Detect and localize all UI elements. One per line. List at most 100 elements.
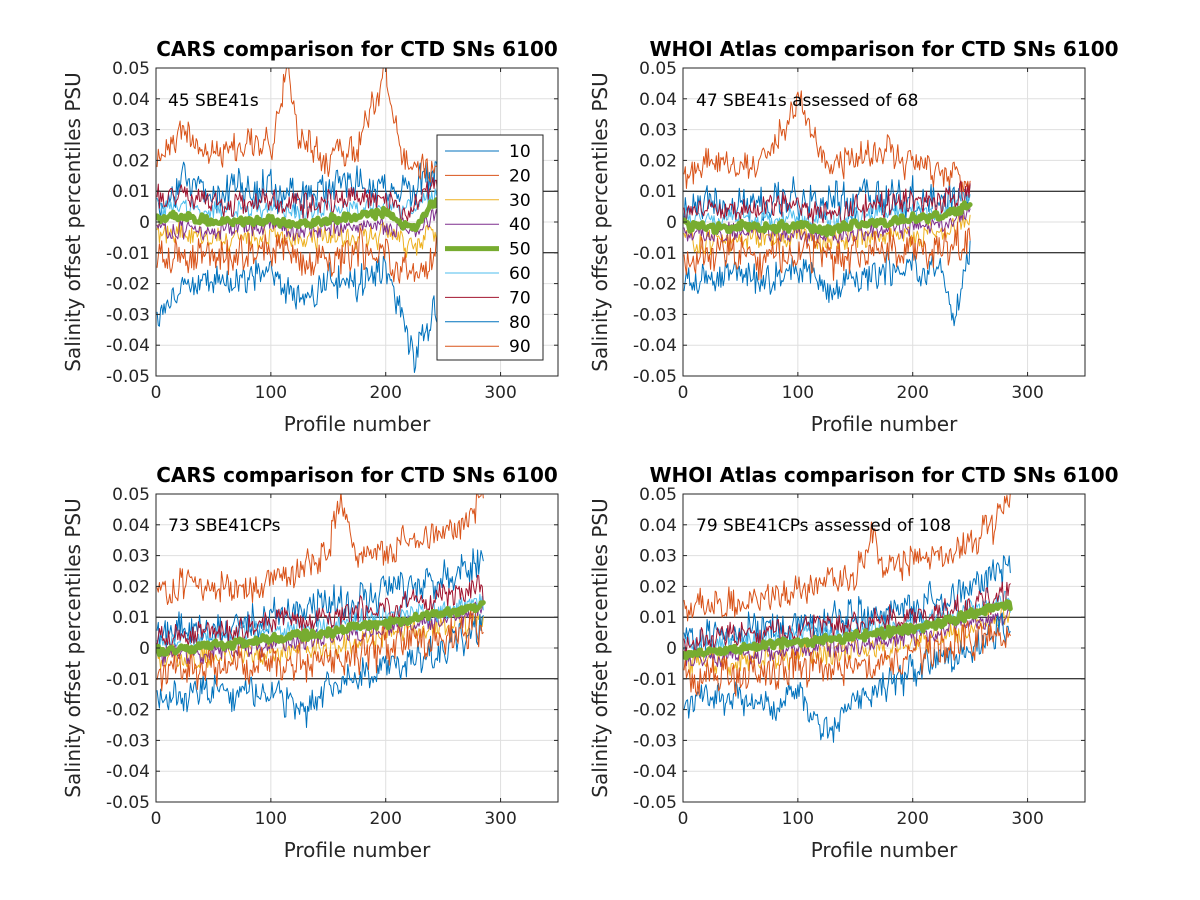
panel-title: CARS comparison for CTD SNs 6100 (156, 37, 558, 61)
y-tick-label: 0.02 (639, 577, 677, 597)
panel-whoi-sbe41: WHOI Atlas comparison for CTD SNs 6100 P… (588, 37, 1119, 436)
x-axis-label: Profile number (811, 412, 958, 436)
series-90-line (156, 607, 484, 692)
y-tick-label: -0.01 (633, 670, 677, 690)
x-axis-label: Profile number (284, 838, 431, 862)
y-tick-label: 0 (139, 213, 150, 233)
legend: 10 20 30 40 50 60 70 80 90 (436, 134, 544, 361)
ticks: 0 100 200 300 -0.05 -0.04 -0.03 -0.02 -0.01 0 0.01… (633, 59, 1085, 403)
y-tick-label: -0.01 (106, 670, 150, 690)
x-tick-label: 300 (1011, 383, 1043, 403)
y-axis-label: Salinity offset percentiles PSU (588, 498, 612, 797)
y-tick-label: 0.01 (112, 608, 150, 628)
legend-label-30: 30 (509, 191, 531, 211)
series-group (683, 494, 1013, 743)
series-40-line (156, 206, 444, 242)
x-tick-label: 200 (896, 383, 928, 403)
series-70-line (156, 177, 444, 222)
float-count-annotation: 47 SBE41s assessed of 68 (696, 91, 919, 111)
panel-cars-sbe41cp: CARS comparison for CTD SNs 6100 Profile… (61, 463, 559, 862)
y-tick-label: -0.04 (633, 762, 677, 782)
legend-label-20: 20 (509, 166, 531, 186)
series-80-line (683, 612, 1011, 743)
x-tick-label: 0 (678, 809, 689, 829)
y-tick-label: 0 (666, 639, 677, 659)
series-20-line (156, 494, 484, 605)
y-tick-label: 0.02 (112, 577, 150, 597)
x-axis-label: Profile number (811, 838, 958, 862)
legend-label-40: 40 (509, 215, 531, 235)
x-tick-label: 100 (782, 809, 814, 829)
legend-label-70: 70 (509, 288, 531, 308)
series-80-line (156, 255, 444, 373)
series-70-line (156, 574, 484, 649)
series-70-line (683, 180, 971, 226)
y-tick-label: 0.01 (112, 182, 150, 202)
y-tick-label: 0.05 (112, 59, 150, 79)
legend-label-80: 80 (509, 313, 531, 333)
x-tick-label: 300 (484, 383, 516, 403)
series-50-line (683, 599, 1013, 661)
y-tick-label: -0.03 (633, 731, 677, 751)
panel-title: WHOI Atlas comparison for CTD SNs 6100 (649, 463, 1118, 487)
series-90-line (156, 227, 444, 284)
y-tick-label: -0.05 (106, 367, 150, 387)
x-tick-label: 0 (678, 383, 689, 403)
panel-cars-sbe41: CARS comparison for CTD SNs 6100 Profile… (61, 37, 559, 436)
x-tick-label: 100 (255, 383, 287, 403)
panel-title: WHOI Atlas comparison for CTD SNs 6100 (649, 37, 1118, 61)
legend-label-10: 10 (509, 142, 531, 162)
ticks: 0 100 200 300 -0.05 -0.04 -0.03 -0.02 -0.01 0 0.01… (633, 485, 1085, 829)
panel-title: CARS comparison for CTD SNs 6100 (156, 463, 558, 487)
series-90-line (683, 621, 1011, 697)
x-tick-label: 100 (255, 809, 287, 829)
series-50-line (683, 200, 973, 238)
y-tick-label: 0.05 (639, 59, 677, 79)
y-tick-label: -0.03 (106, 305, 150, 325)
y-tick-label: 0 (666, 213, 677, 233)
legend-label-90: 90 (509, 337, 531, 357)
x-tick-label: 100 (782, 383, 814, 403)
y-tick-label: -0.03 (633, 305, 677, 325)
float-count-annotation: 73 SBE41CPs (168, 516, 281, 536)
series-80-line (683, 240, 971, 327)
x-tick-label: 0 (151, 809, 162, 829)
panel-whoi-sbe41cp: WHOI Atlas comparison for CTD SNs 6100 P… (588, 463, 1119, 862)
y-tick-label: 0.04 (112, 516, 150, 536)
x-tick-label: 300 (484, 809, 516, 829)
y-tick-label: -0.01 (633, 244, 677, 264)
series-20-line (683, 90, 971, 195)
y-tick-label: -0.02 (106, 275, 150, 295)
y-tick-label: -0.05 (633, 367, 677, 387)
y-tick-label: 0.01 (639, 608, 677, 628)
y-tick-label: 0.04 (112, 90, 150, 110)
ticks: 0 100 200 300 -0.05 -0.04 -0.03 -0.02 -0.01 0 0.01… (106, 59, 558, 403)
y-axis-label: Salinity offset percentiles PSU (588, 72, 612, 371)
y-tick-label: 0.02 (112, 151, 150, 171)
series-60-line (683, 191, 971, 232)
y-tick-label: 0.05 (112, 485, 150, 505)
series-20-line (683, 494, 1011, 622)
series-70-line (683, 581, 1011, 653)
y-tick-label: 0.03 (112, 547, 150, 567)
y-tick-label: 0.04 (639, 90, 677, 110)
series-30-line (156, 220, 444, 258)
y-tick-label: -0.05 (633, 793, 677, 813)
series-group (683, 90, 973, 327)
y-tick-label: 0.05 (639, 485, 677, 505)
series-80-line (156, 613, 484, 728)
legend-label-50: 50 (509, 240, 531, 260)
x-axis-label: Profile number (284, 412, 431, 436)
series-40-line (683, 608, 1011, 668)
y-tick-label: 0.04 (639, 516, 677, 536)
y-axis-label: Salinity offset percentiles PSU (61, 72, 85, 371)
x-tick-label: 200 (896, 809, 928, 829)
x-tick-label: 200 (369, 809, 401, 829)
series-group (156, 68, 446, 373)
y-tick-label: -0.02 (633, 275, 677, 295)
y-tick-label: -0.02 (106, 701, 150, 721)
series-20-line (156, 68, 444, 183)
y-axis-label: Salinity offset percentiles PSU (61, 498, 85, 797)
y-tick-label: -0.01 (106, 244, 150, 264)
y-tick-label: -0.05 (106, 793, 150, 813)
